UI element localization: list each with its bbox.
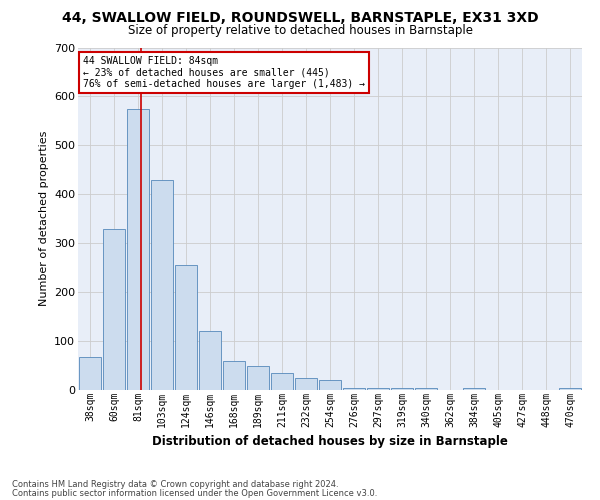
Bar [463,388,485,390]
Bar [319,380,341,390]
Bar [391,388,413,390]
Bar [415,388,437,390]
Bar [151,180,173,390]
Text: 44, SWALLOW FIELD, ROUNDSWELL, BARNSTAPLE, EX31 3XD: 44, SWALLOW FIELD, ROUNDSWELL, BARNSTAPL… [62,11,538,25]
Bar [127,108,149,390]
Text: Size of property relative to detached houses in Barnstaple: Size of property relative to detached ho… [128,24,473,37]
Bar [295,378,317,390]
Bar [103,228,125,390]
Y-axis label: Number of detached properties: Number of detached properties [38,131,49,306]
Text: Contains HM Land Registry data © Crown copyright and database right 2024.: Contains HM Land Registry data © Crown c… [12,480,338,489]
Bar [367,388,389,390]
Bar [199,332,221,390]
X-axis label: Distribution of detached houses by size in Barnstaple: Distribution of detached houses by size … [152,435,508,448]
Bar [247,366,269,390]
Bar [559,388,581,390]
Bar [79,356,101,390]
Bar [271,373,293,390]
Text: 44 SWALLOW FIELD: 84sqm
← 23% of detached houses are smaller (445)
76% of semi-d: 44 SWALLOW FIELD: 84sqm ← 23% of detache… [83,56,365,89]
Bar [223,360,245,390]
Text: Contains public sector information licensed under the Open Government Licence v3: Contains public sector information licen… [12,489,377,498]
Bar [175,265,197,390]
Bar [343,388,365,390]
